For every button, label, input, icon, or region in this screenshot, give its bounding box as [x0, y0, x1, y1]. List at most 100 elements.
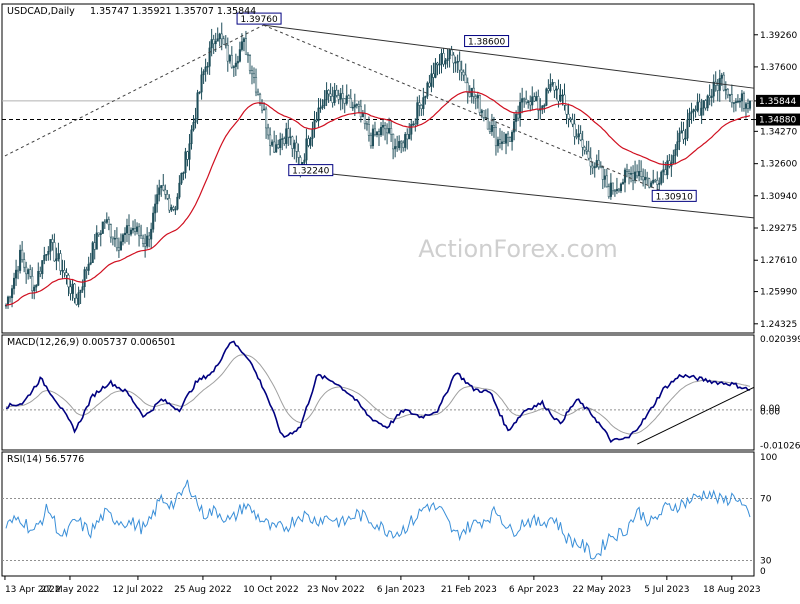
candle-body — [188, 143, 191, 160]
candle-body — [621, 182, 625, 185]
candle-body — [640, 171, 643, 177]
candle-body — [702, 100, 705, 109]
candle-body — [196, 92, 199, 119]
candle-body — [232, 66, 235, 68]
candle-body — [267, 127, 270, 136]
candle-body — [269, 134, 272, 146]
candle-body — [8, 296, 12, 299]
candle-body — [734, 101, 737, 103]
candle-body — [746, 103, 750, 109]
candle-body — [75, 297, 78, 305]
candle-body — [279, 139, 282, 149]
candle-body — [363, 112, 366, 124]
candle-body — [13, 277, 16, 289]
candle-body — [748, 100, 752, 109]
candle-body — [343, 98, 346, 104]
price-tick-label: 1.27610 — [760, 256, 797, 266]
candle-body — [605, 175, 608, 188]
candle-body — [565, 104, 568, 115]
candle-body — [744, 103, 748, 109]
candle-body — [650, 182, 653, 188]
candle-body — [339, 93, 342, 100]
x-tick-label: 5 Jul 2023 — [644, 585, 689, 595]
candle-body — [277, 144, 280, 149]
candle-body — [615, 188, 618, 192]
candle-body — [162, 185, 165, 191]
candle-body — [355, 104, 358, 106]
price-tick-label: 1.35844 — [759, 97, 796, 107]
candle-body — [238, 49, 241, 62]
candle-body — [521, 98, 524, 103]
macd-tick-label: -0.01026 — [760, 442, 800, 452]
candle-body — [561, 94, 564, 97]
candle-body — [535, 96, 538, 102]
symbol-label: USDCAD,Daily — [7, 6, 75, 17]
candle-body — [742, 93, 746, 109]
candle-body — [414, 123, 417, 126]
candle-body — [321, 105, 324, 108]
candle-body — [220, 33, 223, 40]
candle-body — [19, 249, 22, 271]
candle-body — [686, 119, 689, 139]
x-tick-label: 13 Apr 2022 — [5, 585, 61, 595]
candle-body — [107, 219, 110, 225]
annotation-text: 1.38600 — [468, 38, 505, 48]
candle-body — [351, 106, 354, 109]
candle-body — [295, 142, 298, 152]
candle-body — [315, 119, 318, 122]
ema-line — [5, 91, 751, 306]
candle-body — [43, 255, 46, 261]
candle-body — [273, 141, 276, 153]
candle-body — [454, 61, 457, 64]
candle-body — [345, 95, 348, 104]
candle-body — [545, 88, 548, 106]
candle-body — [327, 90, 330, 95]
candle-body — [293, 142, 296, 149]
candle-body — [136, 226, 139, 232]
candles — [4, 22, 752, 309]
watermark: ActionForex.com — [418, 235, 618, 263]
candle-body — [33, 286, 36, 292]
candle-body — [638, 171, 641, 177]
macd-tick-label: 0.020399 — [760, 335, 800, 345]
candle-body — [226, 45, 229, 62]
candle-body — [684, 137, 687, 140]
candle-body — [404, 134, 407, 148]
candle-body — [593, 166, 596, 169]
candle-body — [525, 98, 528, 103]
candle-body — [164, 189, 167, 195]
candle-body — [527, 101, 530, 104]
price-tick-label: 1.30940 — [760, 192, 797, 202]
candle-body — [563, 94, 566, 106]
candle-body — [170, 207, 173, 211]
candle-body — [81, 286, 84, 291]
candle-body — [121, 234, 124, 242]
candle-body — [242, 38, 245, 42]
candle-body — [531, 96, 534, 106]
candle-body — [234, 62, 237, 67]
candle-body — [668, 160, 671, 167]
candle-body — [533, 96, 536, 102]
candle-body — [101, 221, 104, 234]
annotation-text: 1.32240 — [292, 167, 329, 177]
candle-body — [738, 100, 741, 103]
candle-body — [303, 159, 306, 163]
candle-body — [551, 82, 554, 85]
candle-body — [390, 128, 393, 135]
candle-body — [194, 118, 197, 123]
annotation-text: 1.39760 — [240, 15, 277, 25]
candle-body — [400, 141, 403, 144]
candle-body — [160, 185, 163, 188]
candle-body — [365, 123, 368, 125]
candle-body — [361, 112, 364, 118]
x-tick-label: 27 May 2022 — [41, 585, 100, 595]
candle-body — [664, 169, 667, 176]
candle-body — [15, 269, 18, 279]
candle-body — [666, 160, 669, 176]
candle-body — [569, 118, 572, 120]
candle-body — [202, 71, 205, 76]
